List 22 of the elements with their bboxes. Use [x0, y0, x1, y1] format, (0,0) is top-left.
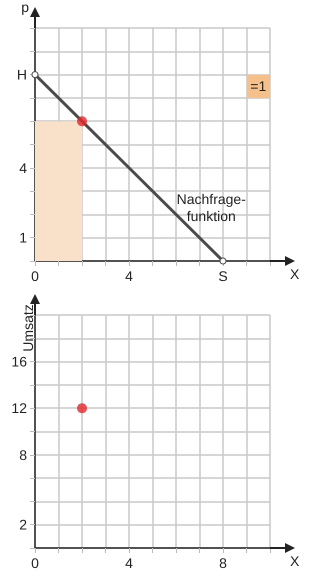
- y-tick-label: 12: [11, 400, 28, 416]
- x-tick-label: 8: [219, 555, 228, 571]
- x-tick-label: 4: [125, 555, 134, 571]
- point: [32, 71, 38, 78]
- y-axis-title: p: [21, 0, 30, 15]
- unit-square-key: =1: [246, 74, 270, 98]
- x-tick-label: S: [218, 268, 228, 284]
- y-tick-label: 2: [19, 516, 28, 533]
- point: [220, 258, 226, 264]
- x-tick-label: 0: [31, 555, 40, 571]
- y-tick-label: 4: [19, 160, 28, 176]
- y-tick-label: 16: [11, 354, 28, 370]
- y-tick-label: H: [16, 66, 27, 83]
- point: [77, 116, 87, 126]
- x-tick-label: 0: [31, 268, 40, 284]
- x-axis-title: X: [290, 553, 300, 569]
- x-axis-title: X: [290, 266, 300, 282]
- annotation: Nachfrage- funktion: [176, 190, 246, 224]
- y-tick-label: 1: [19, 230, 28, 246]
- y-axis-title: Umsatz: [20, 304, 36, 352]
- y-tick-label: 8: [19, 446, 28, 463]
- x-tick-label: 4: [125, 268, 134, 284]
